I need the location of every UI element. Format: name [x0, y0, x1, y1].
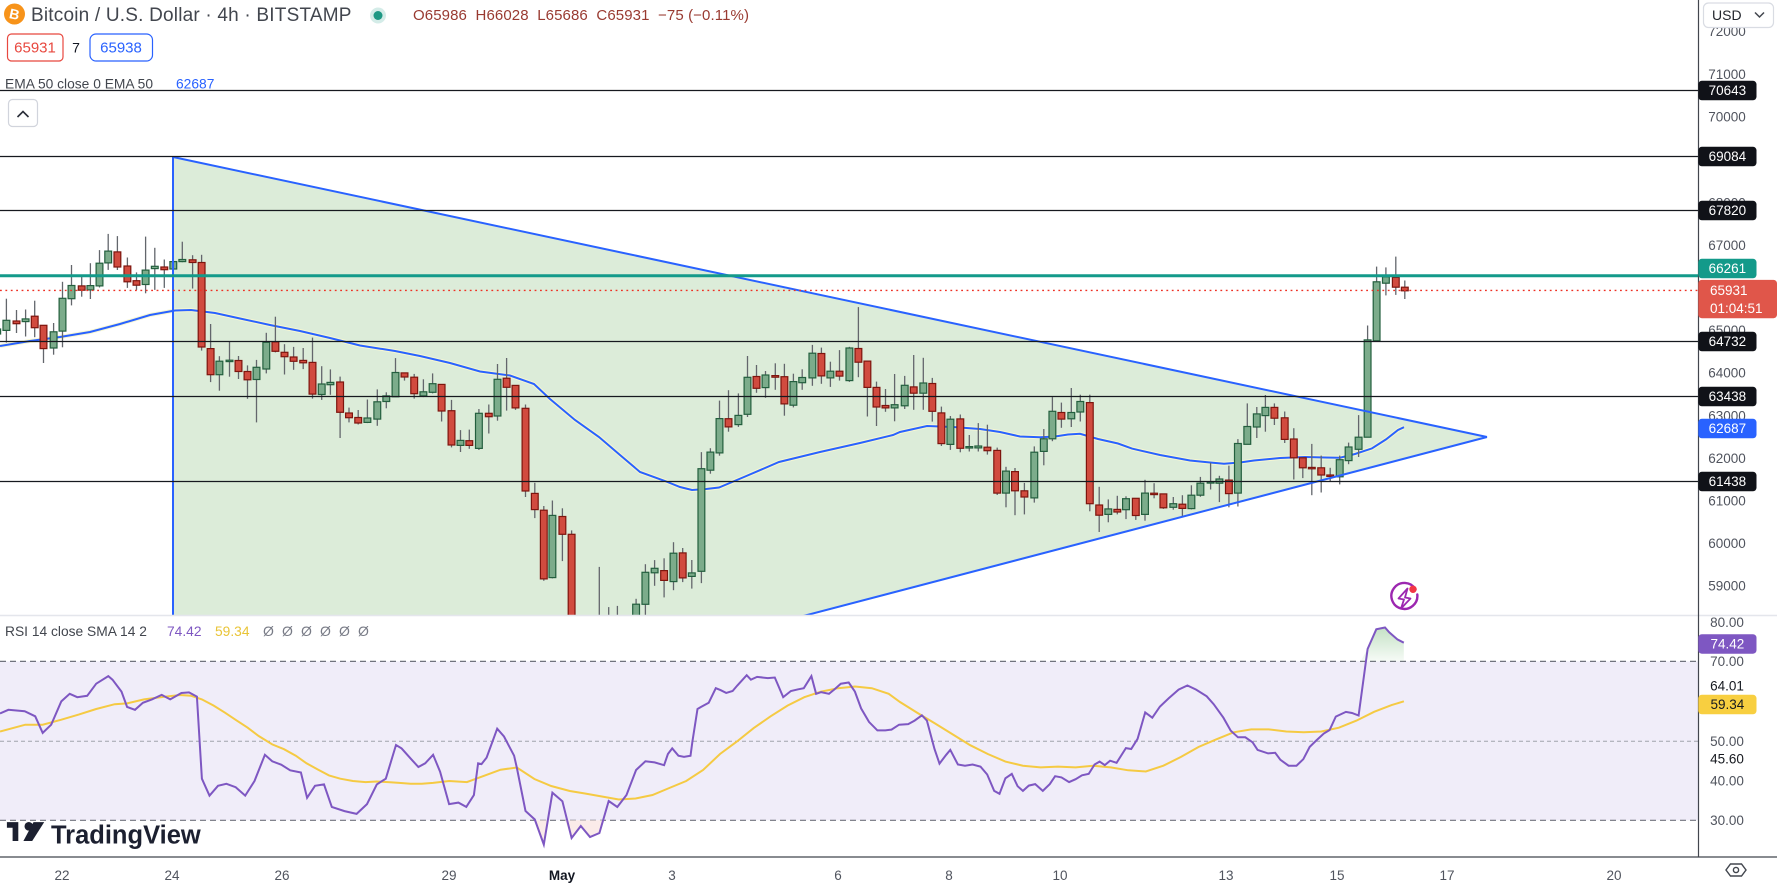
svg-text:62687: 62687: [176, 77, 214, 92]
svg-text:EMA 50 close 0 EMA 50: EMA 50 close 0 EMA 50: [5, 77, 153, 92]
svg-text:24: 24: [164, 868, 180, 883]
svg-text:67000: 67000: [1708, 238, 1746, 253]
svg-text:70643: 70643: [1709, 83, 1747, 98]
svg-text:13: 13: [1218, 868, 1233, 883]
svg-text:Ø: Ø: [301, 623, 312, 639]
svg-text:O65986 H66028 L65686 C65931: O65986 H66028 L65686 C65931 −75 (−0.11%): [413, 7, 749, 24]
svg-text:59.34: 59.34: [1711, 697, 1745, 712]
svg-text:01:04:51: 01:04:51: [1710, 301, 1763, 316]
svg-text:Ø: Ø: [339, 623, 350, 639]
svg-text:66261: 66261: [1709, 261, 1747, 276]
svg-text:May: May: [549, 868, 576, 883]
svg-text:40.00: 40.00: [1710, 774, 1744, 789]
svg-text:7: 7: [72, 40, 80, 56]
svg-text:B: B: [8, 5, 21, 23]
svg-text:65931: 65931: [14, 40, 56, 57]
svg-text:Ø: Ø: [358, 623, 369, 639]
svg-text:22: 22: [54, 868, 69, 883]
svg-text:61438: 61438: [1709, 474, 1747, 489]
svg-text:62000: 62000: [1708, 451, 1746, 466]
svg-text:Ø: Ø: [263, 623, 274, 639]
svg-text:RSI 14 close SMA 14 2: RSI 14 close SMA 14 2: [5, 624, 147, 639]
svg-text:15: 15: [1329, 868, 1344, 883]
svg-text:80.00: 80.00: [1710, 615, 1744, 630]
svg-text:59.34: 59.34: [215, 624, 250, 639]
svg-text:70000: 70000: [1708, 110, 1746, 125]
svg-text:Ø: Ø: [282, 623, 293, 639]
svg-text:59000: 59000: [1708, 579, 1746, 594]
svg-text:62687: 62687: [1709, 421, 1747, 436]
svg-text:64.01: 64.01: [1710, 678, 1744, 693]
svg-text:60000: 60000: [1708, 536, 1746, 551]
svg-text:10: 10: [1052, 868, 1067, 883]
svg-text:69084: 69084: [1709, 149, 1747, 164]
svg-text:65938: 65938: [100, 40, 142, 57]
svg-text:63438: 63438: [1709, 389, 1747, 404]
svg-text:65931: 65931: [1710, 283, 1748, 298]
svg-text:50.00: 50.00: [1710, 734, 1744, 749]
svg-text:74.42: 74.42: [1711, 637, 1745, 652]
svg-text:61000: 61000: [1708, 494, 1746, 509]
svg-text:USD: USD: [1712, 7, 1742, 23]
svg-text:64000: 64000: [1708, 366, 1746, 381]
svg-text:Ø: Ø: [320, 623, 331, 639]
svg-text:30.00: 30.00: [1710, 813, 1744, 828]
svg-text:TradingView: TradingView: [51, 822, 201, 850]
svg-text:67820: 67820: [1709, 203, 1747, 218]
svg-text:Bitcoin / U.S. Dollar · 4h · B: Bitcoin / U.S. Dollar · 4h · BITSTAMP: [31, 5, 352, 26]
svg-text:71000: 71000: [1708, 67, 1746, 82]
svg-text:17: 17: [1439, 868, 1454, 883]
svg-text:64732: 64732: [1709, 334, 1747, 349]
svg-text:74.42: 74.42: [167, 624, 202, 639]
svg-text:26: 26: [274, 868, 289, 883]
svg-text:70.00: 70.00: [1710, 654, 1744, 669]
svg-text:45.60: 45.60: [1710, 751, 1744, 766]
svg-text:8: 8: [945, 868, 953, 883]
svg-text:20: 20: [1606, 868, 1621, 883]
svg-text:29: 29: [441, 868, 456, 883]
svg-text:3: 3: [668, 868, 676, 883]
svg-text:6: 6: [834, 868, 842, 883]
